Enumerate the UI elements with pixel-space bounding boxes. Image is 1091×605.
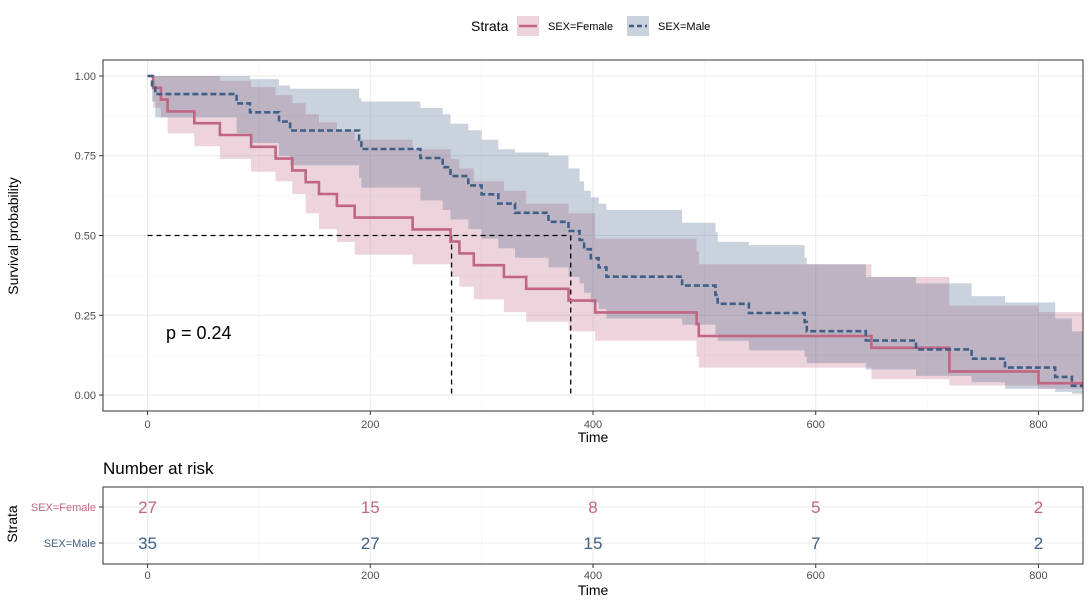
median-lines [147,234,572,397]
risk-table-row-labels: SEX=Female SEX=Male [31,502,103,550]
y-tick-label: 0.00 [75,390,96,402]
risk-table-cell: 15 [584,534,603,553]
y-axis-ticks: 0.00 0.25 0.50 0.75 1.00 [75,71,103,402]
risk-table-cell: 7 [811,534,820,553]
y-tick-label: 0.50 [75,231,96,243]
x-axis-ticks: 0 200 400 600 800 [144,411,1048,431]
survival-curve-sex-female [147,74,1083,385]
legend-label-male: SEX=Male [658,21,710,33]
risk-table-x-ticks: 0 200 400 600 800 [144,564,1048,582]
x-axis-label: Time [578,429,609,445]
risk-table-cell: 2 [1034,534,1043,553]
risk-x-tick-label: 800 [1029,570,1047,582]
x-tick-label: 800 [1029,419,1047,431]
confidence-band-sex-female [147,76,1083,389]
confidence-bands [147,76,1083,394]
risk-table: Number at risk 27 15 8 5 2 35 27 15 7 2 SEX=Femal… [4,459,1084,598]
survival-curves [147,74,1083,388]
risk-table-cell: 15 [361,498,380,517]
legend: Strata SEX=Female SEX=Male [471,16,710,36]
y-tick-label: 0.25 [75,310,96,322]
risk-table-grid [103,487,1083,564]
risk-row-label: SEX=Female [31,502,96,514]
x-tick-label: 400 [584,419,602,431]
p-value-annotation: p = 0.24 [166,323,232,343]
risk-row-label: SEX=Male [44,538,96,550]
risk-table-y-label: Strata [4,505,20,543]
risk-x-tick-label: 200 [361,570,379,582]
risk-x-tick-label: 0 [144,570,150,582]
risk-table-cell: 5 [811,498,820,517]
x-tick-label: 600 [807,419,825,431]
risk-x-tick-label: 400 [584,570,602,582]
survival-curve-sex-male [147,74,1083,388]
risk-table-x-label: Time [578,582,609,598]
risk-table-cells: 27 15 8 5 2 35 27 15 7 2 [138,498,1043,553]
legend-title: Strata [471,18,509,34]
risk-table-cell: 27 [361,534,380,553]
y-tick-label: 0.75 [75,151,96,163]
risk-table-cell: 27 [138,498,157,517]
y-tick-label: 1.00 [75,71,96,83]
risk-table-cell: 35 [138,534,157,553]
risk-x-tick-label: 600 [807,570,825,582]
x-tick-label: 200 [361,419,379,431]
survival-plot: 0 200 400 600 800 0.00 0.25 0.50 0.75 1.00 p = 0… [5,59,1084,445]
confidence-band-sex-male [147,76,1083,394]
risk-table-cell: 8 [588,498,597,517]
plot-grid [103,60,1083,411]
x-tick-label: 0 [144,419,150,431]
y-axis-label: Survival probability [5,177,21,295]
risk-table-title: Number at risk [103,459,214,478]
legend-label-female: SEX=Female [548,21,613,33]
risk-table-cell: 2 [1034,498,1043,517]
